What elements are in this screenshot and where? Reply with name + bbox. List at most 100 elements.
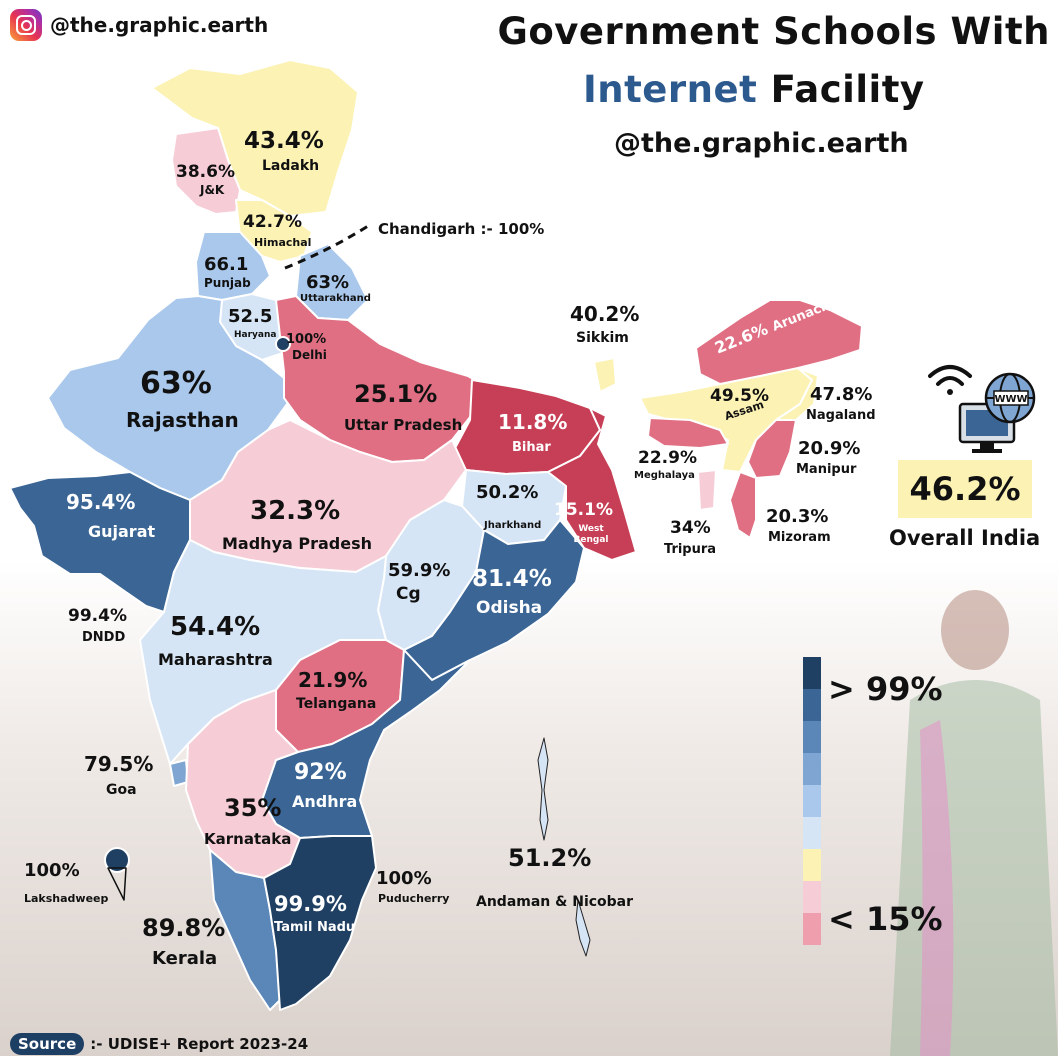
- source-note: Source :- UDISE+ Report 2023-24: [10, 1033, 308, 1055]
- region-tamilnadu[interactable]: [263, 835, 377, 1011]
- label-andhra-name: Andhra: [292, 792, 358, 811]
- label-kerala-value: 89.8%: [142, 914, 226, 942]
- label-sikkim-value: 40.2%: [570, 302, 640, 326]
- page-title-line2: Internet Facility: [583, 68, 925, 111]
- label-meghalaya-name: Meghalaya: [634, 470, 695, 481]
- label-rajasthan-name: Rajasthan: [126, 408, 239, 432]
- region-lakshadweep[interactable]: [104, 847, 130, 873]
- label-cg-value: 59.9%: [388, 560, 451, 581]
- region-sikkim[interactable]: [593, 357, 617, 393]
- label-karnataka-value: 35%: [224, 794, 282, 822]
- label-tripura-value: 34%: [670, 518, 711, 538]
- label-odisha-value: 81.4%: [472, 566, 552, 592]
- legend-swatch: [803, 721, 821, 753]
- instagram-icon: [10, 9, 42, 41]
- region-odisha[interactable]: [403, 519, 585, 681]
- label-mp-value: 32.3%: [250, 496, 341, 526]
- label-goa-value: 79.5%: [84, 752, 154, 776]
- region-meghalaya[interactable]: [647, 417, 729, 449]
- wifi-icon: [928, 365, 972, 395]
- label-bihar-name: Bihar: [512, 440, 551, 455]
- region-westbengal[interactable]: [547, 407, 637, 561]
- label-maharashtra-value: 54.4%: [170, 612, 261, 642]
- label-puducherry-value: 100%: [376, 868, 432, 889]
- label-manipur-name: Manipur: [796, 462, 857, 477]
- legend-swatch: [803, 689, 821, 721]
- region-delhi[interactable]: [275, 336, 291, 352]
- label-cg-name: Cg: [396, 584, 421, 604]
- label-assam-value: 49.5%: [710, 386, 769, 406]
- globe-www-icon: WWW: [984, 372, 1036, 424]
- page-title-line1: Government Schools With: [497, 10, 1050, 53]
- title-line2-rest: Facility: [770, 68, 925, 111]
- title-credit: @the.graphic.earth: [614, 128, 909, 159]
- label-manipur-value: 20.9%: [798, 438, 861, 459]
- label-up-value: 25.1%: [354, 380, 438, 408]
- label-dndd-value: 99.4%: [68, 606, 127, 626]
- label-dndd-name: DNDD: [82, 630, 126, 645]
- label-kerala-name: Kerala: [152, 948, 218, 969]
- label-himachal-value: 42.7%: [243, 212, 302, 232]
- teacher-silhouette: [890, 590, 1058, 1056]
- overall-icons: WWW: [928, 365, 1036, 453]
- label-gujarat-name: Gujarat: [88, 522, 156, 541]
- label-telangana-name: Telangana: [296, 696, 377, 712]
- label-westbengal-value: 15.1%: [554, 500, 613, 520]
- region-mizoram[interactable]: [729, 471, 757, 539]
- label-gujarat-value: 95.4%: [66, 490, 136, 514]
- label-andaman-value: 51.2%: [508, 844, 592, 872]
- label-bihar-value: 11.8%: [498, 410, 568, 434]
- color-legend: [803, 657, 821, 945]
- label-puducherry-name: Puducherry: [378, 892, 450, 905]
- label-tamilnadu-value: 99.9%: [274, 892, 347, 916]
- label-telangana-value: 21.9%: [298, 668, 368, 692]
- region-nicobar[interactable]: [575, 899, 591, 957]
- region-andaman[interactable]: [537, 737, 549, 841]
- label-jk-name: J&K: [200, 183, 225, 197]
- label-nagaland-name: Nagaland: [806, 408, 876, 423]
- label-goa-name: Goa: [106, 782, 137, 798]
- region-manipur[interactable]: [747, 419, 797, 479]
- legend-swatch: [803, 817, 821, 849]
- globe-www-text: WWW: [994, 394, 1027, 405]
- overall-value: 46.2%: [898, 460, 1032, 518]
- label-haryana-name: Haryana: [234, 330, 277, 340]
- label-delhi-name: Delhi: [292, 348, 327, 362]
- lakshadweep-pointer: [107, 867, 127, 901]
- label-sikkim-name: Sikkim: [576, 330, 629, 346]
- label-nagaland-value: 47.8%: [810, 384, 873, 405]
- legend-high-label: > 99%: [828, 670, 943, 708]
- region-tripura[interactable]: [697, 469, 717, 511]
- label-maharashtra-name: Maharashtra: [158, 650, 273, 669]
- label-himachal-name: Himachal: [254, 236, 312, 249]
- label-jharkhand-name: Jharkhand: [484, 520, 542, 531]
- label-lakshadweep-value: 100%: [24, 860, 80, 881]
- region-goa[interactable]: [169, 759, 189, 787]
- brand-handle[interactable]: @the.graphic.earth: [10, 8, 268, 42]
- legend-low-label: < 15%: [828, 900, 943, 938]
- region-jk[interactable]: [171, 127, 241, 215]
- label-haryana-value: 52.5: [228, 306, 273, 327]
- region-up[interactable]: [275, 295, 489, 463]
- label-odisha-name: Odisha: [476, 598, 543, 618]
- label-mizoram-name: Mizoram: [768, 530, 831, 545]
- source-pill: Source: [10, 1033, 85, 1055]
- region-karnataka[interactable]: [185, 689, 301, 879]
- label-lakshadweep-name: Lakshadweep: [24, 892, 109, 905]
- legend-swatch: [803, 849, 821, 881]
- legend-swatch: [803, 657, 821, 689]
- region-arunachal[interactable]: [695, 299, 863, 385]
- label-uttarakhand-value: 63%: [306, 272, 350, 293]
- label-karnataka-name: Karnataka: [204, 830, 292, 848]
- title-highlight: Internet: [583, 68, 758, 111]
- source-text: :- UDISE+ Report 2023-24: [90, 1035, 309, 1053]
- legend-swatch: [803, 881, 821, 913]
- label-andhra-value: 92%: [294, 760, 347, 785]
- label-andaman-name: Andaman & Nicobar: [476, 894, 634, 910]
- brand-handle-text: @the.graphic.earth: [50, 13, 269, 37]
- label-uttarakhand-name: Uttarakhand: [300, 293, 371, 304]
- label-punjab-value: 66.1: [204, 254, 249, 275]
- label-jk-value: 38.6%: [176, 162, 235, 182]
- label-meghalaya-value: 22.9%: [638, 448, 697, 468]
